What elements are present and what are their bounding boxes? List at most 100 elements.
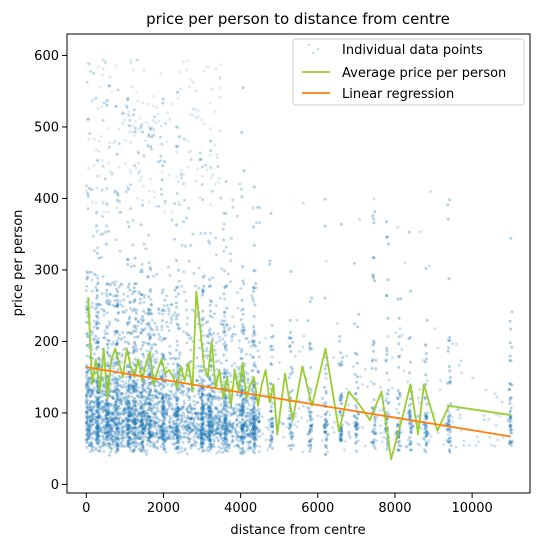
data-point — [189, 349, 192, 352]
data-point — [101, 420, 104, 423]
data-point — [244, 415, 247, 418]
data-point — [128, 402, 131, 405]
data-point — [141, 204, 144, 207]
data-point — [209, 304, 212, 307]
data-point — [251, 340, 254, 343]
data-point — [357, 439, 360, 442]
data-point — [108, 323, 111, 326]
data-point — [199, 396, 202, 399]
data-point — [494, 392, 497, 395]
data-point — [95, 322, 98, 325]
data-point — [224, 431, 227, 434]
data-point — [225, 402, 228, 405]
data-point — [185, 69, 188, 72]
data-point — [401, 334, 404, 337]
data-point — [221, 451, 224, 454]
data-point — [120, 404, 123, 407]
data-point — [134, 127, 137, 130]
data-point — [511, 310, 514, 313]
data-point — [183, 402, 186, 405]
data-point — [309, 300, 312, 303]
data-point — [248, 404, 251, 407]
data-point — [206, 320, 209, 323]
data-point — [116, 378, 119, 381]
data-point — [118, 142, 121, 145]
data-point — [96, 442, 99, 445]
data-point — [240, 318, 243, 321]
data-point — [268, 419, 271, 422]
data-point — [175, 259, 178, 262]
data-point — [105, 415, 108, 418]
data-point — [114, 280, 117, 283]
data-point — [189, 150, 192, 153]
data-point — [157, 427, 160, 430]
data-point — [96, 175, 99, 178]
data-point — [201, 400, 204, 403]
data-point — [157, 436, 160, 439]
data-point — [127, 419, 130, 422]
data-point — [134, 120, 137, 123]
data-point — [186, 436, 189, 439]
data-point — [290, 337, 293, 340]
data-point — [450, 444, 453, 447]
data-point — [306, 420, 309, 423]
data-point — [270, 441, 273, 444]
data-point — [141, 131, 144, 134]
data-point — [150, 148, 153, 151]
data-point — [102, 438, 105, 441]
data-point — [206, 357, 209, 360]
data-point — [183, 199, 186, 202]
data-point — [143, 301, 146, 304]
data-point — [220, 433, 223, 436]
data-point — [163, 448, 166, 451]
data-point — [93, 352, 96, 355]
data-point — [161, 394, 164, 397]
x-tick-label: 10000 — [451, 501, 492, 516]
data-point — [185, 216, 188, 219]
data-point — [387, 379, 390, 382]
data-point — [196, 167, 199, 170]
data-point — [91, 423, 94, 426]
data-point — [254, 436, 257, 439]
data-point — [217, 165, 220, 168]
data-point — [248, 341, 251, 344]
data-point — [449, 436, 452, 439]
data-point — [339, 402, 342, 405]
data-point — [124, 386, 127, 389]
data-point — [242, 313, 245, 316]
data-point — [379, 424, 382, 427]
data-point — [152, 275, 155, 278]
data-point — [134, 383, 137, 386]
data-point — [144, 312, 147, 315]
data-point — [224, 347, 227, 350]
data-point — [436, 346, 439, 349]
data-point — [176, 192, 179, 195]
data-point — [180, 169, 183, 172]
data-point — [180, 446, 183, 449]
data-point — [268, 428, 271, 431]
data-point — [192, 272, 195, 275]
data-point — [372, 350, 375, 353]
data-point — [510, 346, 513, 349]
data-point — [109, 293, 112, 296]
data-point — [306, 406, 309, 409]
data-point — [182, 393, 185, 396]
data-point — [246, 407, 249, 410]
data-point — [133, 342, 136, 345]
data-point — [448, 198, 451, 201]
data-point — [200, 438, 203, 441]
data-point — [143, 294, 146, 297]
data-point — [186, 139, 189, 142]
data-point — [354, 373, 357, 376]
data-point — [114, 403, 117, 406]
data-point — [96, 426, 99, 429]
data-point — [152, 95, 155, 98]
data-point — [106, 419, 109, 422]
data-point — [370, 380, 373, 383]
data-point — [134, 445, 137, 448]
data-point — [209, 166, 212, 169]
data-point — [447, 346, 450, 349]
data-point — [86, 276, 89, 279]
data-point — [394, 430, 397, 433]
data-point — [96, 252, 99, 255]
